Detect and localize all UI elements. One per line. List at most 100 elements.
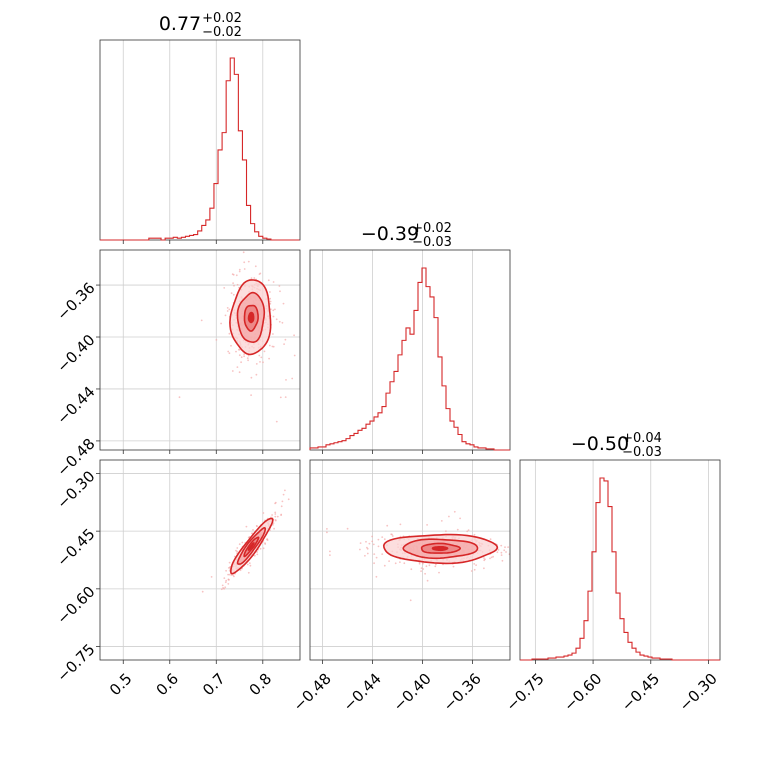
contour-12-sample-point [326,531,328,534]
contour-01-sample-point [243,268,246,270]
contour-12-xtick-label-1: −0.44 [340,670,385,715]
contour-02-sample-point [236,550,239,553]
contour-02-sample-point [241,541,244,544]
contour-01-sample-point [272,315,275,318]
contour-02-sample-point [273,527,275,530]
contour-12-xtick-label-2: −0.40 [390,670,435,715]
contour-02-sample-point [282,493,285,496]
contour-01-core [247,311,255,324]
contour-01-sample-point [238,354,241,357]
contour-02-sample-point [233,575,235,578]
contour-12-sample-point [503,549,506,552]
contour-12-sample-point [420,567,423,569]
contour-12-sample-point [346,527,349,530]
contour-12-sample-point [420,570,422,572]
contour-01-sample-point [278,285,281,287]
hist-2-title: −0.50 [571,433,629,455]
hist-2-title-minus: −0.03 [622,445,662,460]
contour-01-level-line-0 [229,279,272,356]
contour-02-sample-point [256,553,259,556]
contour-12-sample-point [473,568,476,571]
contour-01-sample-point [255,190,257,192]
contour-01-sample-point [283,343,285,345]
contour-02-xtick-label-1: 0.6 [153,670,183,700]
contour-01-sample-point [238,371,241,374]
contour-01-sample-point [235,274,238,277]
contour-01-sample-point [258,354,261,357]
contour-01-sample-point [269,291,271,293]
contour-02-xtick-label-3: 0.8 [246,670,276,700]
hist-2-xtick-label-1: −0.60 [560,670,605,715]
contour-02-plot-area [201,489,290,593]
contour-02-sample-point [253,554,256,557]
contour-12-sample-point [456,528,459,531]
contour-12-sample-point [383,538,386,541]
contour-12-xtick-label-0: −0.48 [290,670,335,715]
contour-12-sample-point [438,571,440,574]
contour-02-sample-point [224,581,227,584]
contour-01-sample-point [284,338,287,341]
contour-02-sample-point [248,562,251,565]
contour-12-sample-point [492,555,494,558]
contour-12-sample-point [489,538,492,541]
contour-12-sample-point [364,554,366,557]
hist-2-xtick-label-2: −0.45 [618,670,663,715]
contour-12-level-line-0 [382,533,499,565]
contour-12-sample-point [563,583,565,585]
contour-01-sample-point [275,318,278,321]
hist-0-steps [100,57,300,241]
contour-12-sample-point [504,546,506,549]
contour-12-sample-point [496,551,499,554]
hist-1-frame [309,249,511,451]
contour-01-sample-point [243,261,246,264]
contour-12-sample-point [410,568,413,571]
contour-02-sample-point [280,514,282,516]
contour-02-sample-point [238,543,241,546]
contour-01-sample-point [200,319,203,322]
contour-01-sample-point [226,310,229,312]
contour-12-sample-point [409,599,412,602]
contour-01-sample-point [243,355,246,358]
contour-01-sample-point [272,281,275,283]
contour-02-sample-point [220,588,223,591]
hist-1-title-minus: −0.03 [412,235,452,250]
hist-2-xtick-label-0: −0.75 [503,670,548,715]
contour-02-sample-point [224,586,227,589]
contour-02-sample-point [225,579,228,582]
contour-01-sample-point [236,283,239,286]
contour-01-sample-point [259,223,261,225]
contour-01-sample-point [224,314,227,317]
contour-02-sample-point [232,574,234,576]
contour-02-sample-point [201,590,204,593]
contour-02-sample-point [247,571,250,574]
contour-01-sample-point [268,344,271,347]
contour-01-sample-point [269,302,272,305]
contour-02-sample-point [287,498,290,501]
contour-12-sample-point [375,575,378,578]
contour-02-ytick-label-3: −0.75 [53,640,98,685]
contour-12-sample-point [366,552,369,555]
contour-01-sample-point [232,293,235,296]
contour-01-sample-point [255,363,258,365]
contour-01-sample-point [232,282,235,284]
contour-12-sample-point [467,529,470,531]
contour-01-sample-point [228,308,231,311]
contour-01-sample-point [231,370,234,372]
contour-12-sample-point [326,528,328,530]
contour-02-sample-point [272,524,274,526]
contour-12-sample-point [373,562,375,565]
contour-01-sample-point [238,348,240,351]
contour-01-sample-point [253,277,256,279]
contour-12-sample-point [548,534,550,536]
contour-01-sample-point [247,260,250,263]
contour-01-sample-point [279,290,281,293]
contour-02-sample-point [227,573,230,576]
contour-12-sample-point [435,563,437,566]
contour-02-sample-point [228,561,231,564]
contour-12-sample-point [470,570,473,572]
contour-12-sample-point [483,557,485,559]
contour-02-sample-point [223,577,226,579]
contour-01-sample-point [263,350,266,353]
contour-01-sample-point [269,308,272,311]
contour-12-sample-point [329,554,331,556]
